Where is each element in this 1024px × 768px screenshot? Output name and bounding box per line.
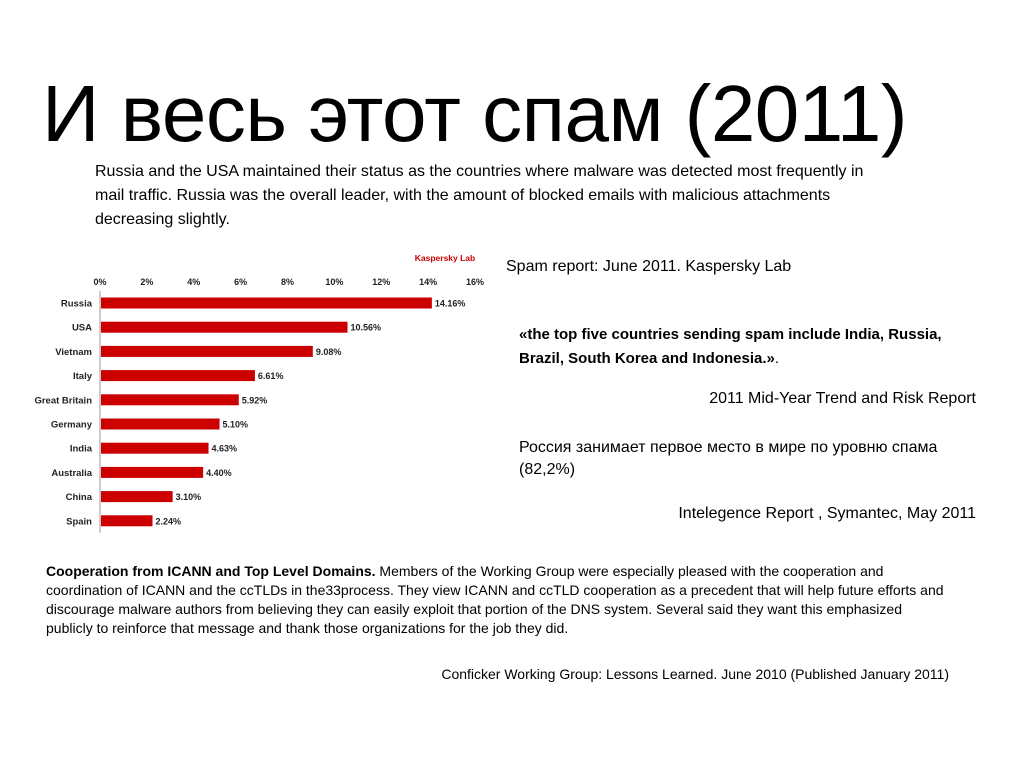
x-tick-label: 0% (93, 277, 106, 287)
bar (101, 515, 153, 527)
cooperation-heading: Cooperation from ICANN and Top Level Dom… (46, 563, 376, 579)
bar-value-label: 2.24% (156, 516, 182, 526)
bar-value-label: 10.56% (351, 323, 382, 333)
category-label: Great Britain (34, 395, 92, 406)
category-label: Germany (51, 420, 93, 431)
category-label: China (66, 492, 93, 503)
bar (101, 370, 255, 382)
cooperation-paragraph: Cooperation from ICANN and Top Level Dom… (46, 562, 946, 638)
symantec-source: Intelegence Report , Symantec, May 2011 (678, 505, 976, 522)
category-label: Italy (73, 371, 93, 382)
slide-title: И весь этот спам (2011) (42, 69, 907, 158)
bar-value-label: 4.63% (212, 444, 238, 454)
bar (101, 491, 173, 503)
x-tick-label: 14% (419, 277, 437, 287)
x-tick-label: 2% (140, 277, 153, 287)
spam-report-source: Spam report: June 2011. Kaspersky Lab (506, 258, 792, 275)
spam-quote-end: . (774, 350, 780, 367)
bar (101, 321, 348, 333)
bar-value-label: 9.08% (316, 347, 342, 357)
category-label: India (70, 444, 93, 455)
bar-value-label: 14.16% (435, 299, 466, 309)
bar (101, 394, 239, 406)
category-label: Australia (51, 468, 92, 479)
bar (101, 297, 432, 309)
x-tick-label: 12% (372, 277, 390, 287)
bar-value-label: 6.61% (258, 371, 284, 381)
bar-value-label: 5.10% (223, 420, 249, 430)
category-label: Spain (66, 516, 92, 527)
x-tick-label: 4% (187, 277, 200, 287)
bar (101, 345, 313, 357)
bar-value-label: 3.10% (176, 492, 202, 502)
chart-brand-label: Kaspersky Lab (415, 253, 475, 263)
conficker-source: Conficker Working Group: Lessons Learned… (441, 666, 949, 682)
intro-paragraph: Russia and the USA maintained their stat… (95, 163, 864, 228)
bar (101, 442, 209, 454)
x-tick-label: 16% (466, 277, 484, 287)
cooperation-text: Members of the Working Group were especi… (46, 563, 944, 636)
x-tick-label: 10% (325, 277, 343, 287)
trend-report-source: 2011 Mid-Year Trend and Risk Report (709, 390, 976, 407)
bar-value-label: 4.40% (206, 468, 232, 478)
russia-spam-statement: Россия занимает первое место в мире по у… (519, 439, 938, 478)
category-label: Russia (61, 299, 93, 310)
spam-quote-text: «the top five countries sending spam inc… (519, 326, 942, 367)
bar (101, 418, 220, 430)
bar-value-label: 5.92% (242, 395, 268, 405)
x-tick-label: 6% (234, 277, 247, 287)
spam-quote: «the top five countries sending spam inc… (519, 323, 989, 371)
category-label: USA (72, 323, 92, 334)
bar (101, 466, 204, 478)
x-tick-label: 8% (281, 277, 294, 287)
category-label: Vietnam (55, 347, 92, 358)
malware-countries-bar-chart: Kaspersky Lab 0% 2% 4% 6% 8% 10% 12% 14% 16% Russi… (34, 253, 484, 533)
